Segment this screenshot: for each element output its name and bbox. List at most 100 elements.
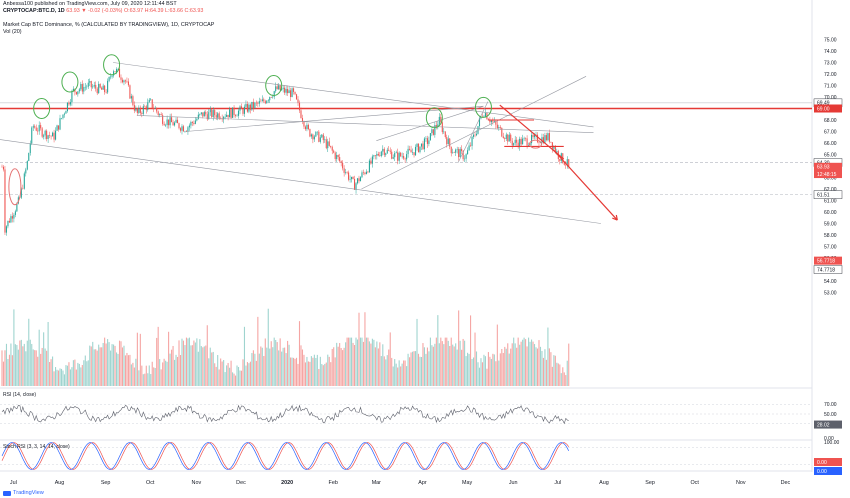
candle-body xyxy=(142,106,144,114)
volume-bar xyxy=(510,348,512,386)
candle-body xyxy=(464,158,466,160)
volume-bar xyxy=(123,345,125,386)
candle-body xyxy=(190,122,192,126)
volume-bar xyxy=(368,341,370,386)
candle-body xyxy=(531,134,533,144)
candle-body xyxy=(365,171,367,174)
volume-bar xyxy=(385,359,387,386)
candle-body xyxy=(65,111,67,114)
volume-bar xyxy=(356,339,359,386)
price-label: 74.7718 xyxy=(817,267,835,273)
volume-bar xyxy=(288,344,290,386)
volume-bar xyxy=(105,343,107,386)
candle-body xyxy=(279,85,281,91)
candle-body xyxy=(242,108,244,114)
candle-body xyxy=(383,148,385,155)
candle-body xyxy=(136,108,138,113)
candle-body xyxy=(334,152,336,159)
candle-body xyxy=(315,131,317,137)
candle-body xyxy=(566,159,568,166)
circle-annotation-1 xyxy=(103,54,121,76)
candle-body xyxy=(25,169,27,174)
candle-body xyxy=(93,84,95,87)
volume-bar xyxy=(548,348,550,386)
candle-body xyxy=(359,177,362,182)
volume-bar xyxy=(179,355,182,386)
candle-body xyxy=(416,143,418,147)
candle-body xyxy=(160,114,162,116)
candle-body xyxy=(368,160,370,173)
series-title: Market Cap BTC Dominance, % (CALCULATED … xyxy=(3,22,215,28)
volume-bar xyxy=(80,367,82,386)
candle-body xyxy=(313,136,315,140)
candle-body xyxy=(10,216,12,223)
volume-bar xyxy=(556,362,558,386)
ohlc-values: 63.93 ▼ -0.02 (-0.03%) O:63.97 H:64.39 L… xyxy=(66,8,204,14)
candle-body xyxy=(310,134,312,137)
volume-bar xyxy=(243,326,246,386)
volume-bar xyxy=(401,363,403,386)
volume-bar xyxy=(275,339,277,386)
volume-bar xyxy=(279,338,281,386)
candle-body xyxy=(165,124,167,126)
volume-bar xyxy=(447,340,449,386)
candle-body xyxy=(145,106,147,110)
candle-body xyxy=(153,107,155,109)
volume-bar xyxy=(414,351,417,386)
price-tick-label: 75.00 xyxy=(824,37,837,43)
volume-bar xyxy=(77,362,79,386)
x-tick-label: Aug xyxy=(55,480,65,486)
volume-bar xyxy=(294,358,296,386)
price-label: 69.00 xyxy=(817,106,830,112)
volume-bar xyxy=(188,337,190,386)
candle-body xyxy=(236,115,238,117)
volume-bar xyxy=(505,348,507,386)
volume-bar xyxy=(395,363,397,386)
candle-body xyxy=(66,102,68,112)
volume-bar xyxy=(355,337,357,386)
candle-body xyxy=(444,131,446,138)
candle-body xyxy=(31,127,33,144)
candle-body xyxy=(239,106,241,111)
volume-bar xyxy=(71,367,73,386)
candle-body xyxy=(423,138,425,150)
candle-body xyxy=(385,153,387,155)
candle-body xyxy=(417,143,420,153)
candle-body xyxy=(113,71,115,76)
volume-bar xyxy=(446,337,448,386)
volume-bar xyxy=(148,365,150,386)
candle-body xyxy=(203,111,205,117)
volume-bar xyxy=(389,332,391,386)
volume-bar xyxy=(209,347,211,386)
projection-line-0 xyxy=(499,104,565,160)
volume-bar xyxy=(90,346,92,386)
candle-body xyxy=(407,148,409,155)
candle-body xyxy=(295,94,298,100)
volume-bar xyxy=(464,340,466,386)
volume-bar xyxy=(13,309,15,386)
candle-body xyxy=(376,153,378,156)
price-label-bg xyxy=(814,162,842,171)
volume-bar xyxy=(343,347,345,386)
candle-body xyxy=(449,138,451,147)
candle-body xyxy=(490,120,492,123)
candle-body xyxy=(340,161,342,163)
volume-bar xyxy=(295,357,298,386)
volume-label: Vol (20) xyxy=(3,29,22,35)
candle-body xyxy=(46,130,48,140)
x-tick-label: Jun xyxy=(509,480,518,486)
candle-body xyxy=(287,88,289,94)
x-tick-label: Dec xyxy=(781,480,791,486)
volume-bar xyxy=(367,337,369,386)
candle-body xyxy=(196,118,198,121)
candle-body xyxy=(533,135,536,138)
rsi-tick-label: 70.00 xyxy=(824,402,837,408)
volume-bar xyxy=(66,365,68,386)
candle-body xyxy=(126,81,128,82)
volume-bar xyxy=(37,356,39,386)
volume-bar xyxy=(165,360,167,386)
candle-body xyxy=(20,188,22,198)
volume-bar xyxy=(492,353,494,386)
candle-body xyxy=(379,155,381,157)
